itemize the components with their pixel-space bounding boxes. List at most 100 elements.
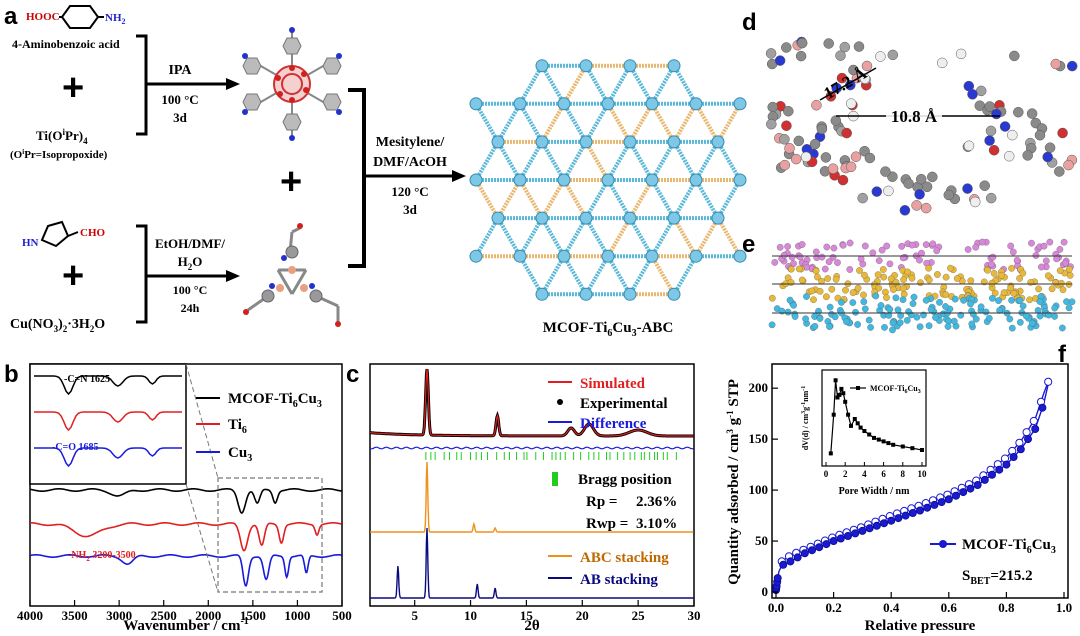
- pore-atom: [845, 161, 857, 173]
- stacking-atom: [1010, 289, 1018, 297]
- cof-node: [689, 173, 703, 187]
- pxrd-rp-value: 2.36%: [636, 494, 677, 510]
- pore-dim-1: 17.2 Å: [820, 63, 870, 103]
- stacking-atom: [942, 273, 950, 281]
- arrow3-temp: 120 °C: [391, 184, 428, 199]
- panel-e-label: e: [742, 231, 755, 258]
- pore-atom: [1026, 108, 1038, 119]
- psd-point: [910, 446, 915, 451]
- bet-adsorption-point: [937, 498, 946, 507]
- pore-atom: [915, 173, 927, 185]
- stacking-atom: [985, 314, 993, 322]
- pore-atom: [899, 205, 911, 216]
- cof-node: [623, 59, 637, 73]
- panel-d: d 17.2 Å 10.8 Å: [742, 9, 1078, 216]
- cof-node: [535, 287, 549, 301]
- psd-point: [900, 444, 905, 449]
- reaction-bracket-3: [348, 88, 366, 268]
- panel-f-label: f: [1058, 341, 1067, 368]
- pore-atom: [779, 159, 791, 171]
- ftir-tick-label: 3000: [106, 608, 132, 623]
- stacking-atom: [977, 303, 985, 311]
- stacking-atom: [872, 292, 880, 300]
- cof-node: [601, 249, 615, 263]
- annotation-cn: -C=N 1625: [64, 374, 110, 385]
- stacking-atom: [1052, 279, 1059, 287]
- pore-atom: [871, 186, 883, 197]
- stacking-atom: [861, 242, 869, 250]
- cof-linker: [540, 102, 566, 143]
- pore-atom: [779, 134, 790, 145]
- cof-node: [513, 173, 527, 187]
- bet-adsorption-point: [1016, 445, 1025, 454]
- pore-atom: [766, 118, 777, 130]
- bet-adsorption-point: [887, 516, 896, 525]
- stacking-atom: [828, 285, 836, 293]
- cof-linker: [628, 178, 654, 220]
- psd-point: [891, 442, 896, 447]
- bet-adsorption-point: [858, 526, 867, 535]
- stacking-atom: [988, 279, 996, 287]
- cof-linker: [584, 217, 610, 258]
- cof-node: [689, 97, 703, 111]
- stacking-atom: [798, 241, 806, 248]
- pore-atom: [1007, 129, 1018, 141]
- cof-linker: [716, 140, 742, 182]
- bet-y-tick-label: 0: [762, 584, 769, 599]
- pore-atom: [967, 89, 978, 100]
- cof-node: [557, 249, 571, 263]
- pore-size-y-axis-title: dV(d) / cm3g-1nm-1: [801, 386, 810, 451]
- stacking-atom: [980, 278, 988, 286]
- pore-atom: [835, 50, 846, 61]
- bet-adsorption-point: [808, 546, 817, 555]
- pore-atom: [984, 135, 995, 146]
- cof-linker: [540, 64, 566, 105]
- cof-linker: [606, 255, 632, 296]
- stacking-atom: [967, 300, 974, 308]
- pore-atom: [848, 64, 859, 76]
- psd-point: [835, 395, 840, 400]
- stacking-atom: [1059, 324, 1066, 332]
- stacking-atom: [791, 313, 799, 320]
- ftir-legend-ti6: Ti6: [228, 417, 247, 436]
- pore-atom: [836, 72, 848, 84]
- cof-node: [667, 287, 681, 301]
- stacking-atom: [922, 241, 930, 248]
- ftir-tick-label: 3500: [62, 608, 88, 623]
- cof-linker: [694, 140, 720, 182]
- stacking-atom: [818, 253, 826, 261]
- cof-node: [557, 173, 571, 187]
- cof-linker: [584, 255, 610, 296]
- stacking-atom: [861, 305, 869, 313]
- cof-node: [733, 97, 747, 111]
- ftir-curves: [29, 375, 342, 587]
- bet-adsorption-point: [1031, 424, 1040, 433]
- stacking-atom: [898, 242, 906, 250]
- bet-adsorption-point: [786, 557, 795, 566]
- bet-legend: MCOF-Ti6Cu3: [962, 537, 1056, 556]
- panel-d-label: d: [742, 9, 757, 36]
- bet-desorption-point: [1029, 416, 1038, 426]
- pxrd-tick-label: 15: [520, 608, 534, 623]
- cof-linker: [606, 217, 632, 258]
- stacking-atom: [933, 247, 941, 255]
- cof-linker: [540, 255, 566, 296]
- aminobenzoic-acid-name: 4-Aminobenzoic acid: [12, 37, 120, 51]
- psd-tick-label: 8: [901, 469, 906, 479]
- stacking-atom: [1016, 275, 1023, 282]
- panel-b: b 4000 3500 3000 2500 2000 1500 1000 500 Wavenu…: [4, 361, 352, 634]
- plus-sign-2: +: [280, 161, 302, 203]
- stacking-atom: [889, 326, 896, 334]
- cof-node: [601, 97, 615, 111]
- cof-node: [579, 135, 593, 149]
- pore-atom: [837, 174, 849, 186]
- stacking-atom: [990, 270, 998, 277]
- stacking-atom: [951, 295, 959, 303]
- psd-point: [839, 386, 844, 391]
- pore-atom: [969, 196, 981, 208]
- cof-linker: [650, 178, 676, 220]
- cof-node: [601, 173, 615, 187]
- stacking-atom: [918, 249, 925, 257]
- ftir-series-1: [30, 522, 342, 552]
- cof-node: [645, 173, 659, 187]
